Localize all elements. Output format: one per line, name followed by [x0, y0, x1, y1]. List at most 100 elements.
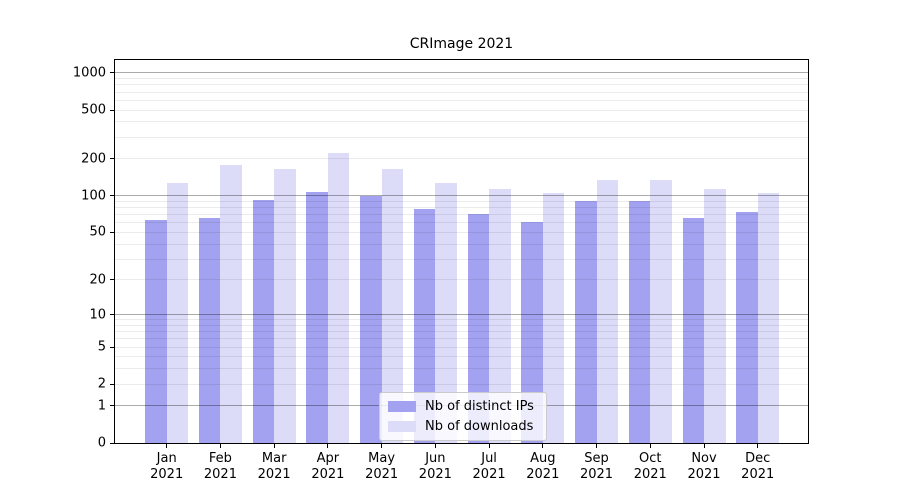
- legend-label-distinct-ips: Nb of distinct IPs: [425, 399, 534, 414]
- y-tick-label-2: 2: [97, 376, 106, 392]
- gridline-minor-7: [115, 331, 808, 333]
- gridline-minor-4: [115, 356, 808, 358]
- x-tickmark-jan: [166, 444, 168, 448]
- x-tick-month: Aug: [530, 451, 556, 466]
- bar-downloads-jun: [435, 182, 457, 443]
- gridline-minor-5: [115, 346, 808, 348]
- gridline-minor-600: [115, 99, 808, 101]
- x-tick-label-aug: Aug 2021: [526, 451, 559, 483]
- x-tick-month: Jan: [156, 451, 177, 466]
- x-tick-label-dec: Dec 2021: [741, 451, 774, 483]
- plot-area: 0 1 2 5 10 20 50 100 200 500 1000 Jan 2021 Feb 2021 Mar…: [73, 59, 809, 482]
- legend-item-distinct-ips: Nb of distinct IPs: [388, 399, 538, 414]
- bar-ips-may: [360, 196, 382, 443]
- gridline-minor-30: [115, 258, 808, 260]
- x-tick-year: 2021: [203, 466, 237, 482]
- y-tickmark-200: [110, 158, 114, 160]
- y-tickmark-2: [110, 383, 114, 385]
- y-tick-label-100: 100: [81, 188, 106, 204]
- x-tick-label-jan: Jan 2021: [150, 451, 183, 483]
- x-tickmark-aug: [542, 444, 544, 448]
- x-tick-label-apr: Apr 2021: [311, 451, 344, 483]
- y-tick-label-1000: 1000: [72, 65, 106, 81]
- x-tick-month: Apr: [316, 451, 340, 466]
- y-tickmark-20: [110, 279, 114, 281]
- bar-ips-sep: [575, 200, 597, 443]
- y-tick-label-50: 50: [89, 224, 106, 240]
- gridline-major-10: [115, 314, 808, 316]
- gridline-minor-8: [115, 324, 808, 326]
- x-tickmark-feb: [219, 444, 221, 448]
- gridline-minor-60: [115, 222, 808, 224]
- x-tick-year: 2021: [526, 466, 560, 482]
- x-tick-year: 2021: [633, 466, 667, 482]
- bar-downloads-sep: [596, 180, 619, 443]
- gridline-minor-800: [115, 84, 808, 86]
- gridline-minor-70: [115, 214, 808, 216]
- bar-ips-oct: [628, 200, 651, 443]
- x-tickmark-nov: [703, 444, 705, 448]
- y-tick-label-200: 200: [81, 151, 106, 167]
- x-tickmark-jun: [434, 444, 436, 448]
- bar-ips-jan: [145, 220, 167, 443]
- x-tick-year: 2021: [579, 466, 614, 482]
- y-tickmark-10: [110, 314, 114, 316]
- legend-item-downloads: Nb of downloads: [388, 419, 538, 434]
- y-tick-label-0: 0: [97, 435, 106, 451]
- x-tick-year: 2021: [365, 466, 399, 482]
- bar-downloads-dec: [757, 192, 780, 443]
- x-tick-year: 2021: [418, 466, 452, 482]
- x-tick-month: Mar: [261, 451, 287, 466]
- y-tickmark-1: [110, 405, 114, 407]
- bar-downloads-nov: [704, 188, 726, 443]
- x-tick-label-sep: Sep 2021: [580, 451, 613, 483]
- gridline-minor-2: [115, 383, 808, 385]
- gridline-minor-6: [115, 338, 808, 340]
- y-tickmark-500: [110, 109, 114, 111]
- y-tick-label-5: 5: [97, 339, 106, 355]
- gridline-minor-200: [115, 158, 808, 160]
- y-tickmark-50: [110, 231, 114, 233]
- x-tickmark-mar: [273, 444, 275, 448]
- y-tickmark-0: [110, 442, 114, 444]
- bar-ips-apr: [306, 191, 328, 443]
- y-tick-label-10: 10: [89, 307, 106, 323]
- legend: Nb of distinct IPs Nb of downloads: [379, 392, 547, 441]
- x-tick-month: Feb: [208, 451, 232, 466]
- bar-ips-mar: [252, 200, 275, 443]
- legend-label-downloads: Nb of downloads: [425, 419, 534, 434]
- gridline-minor-900: [115, 78, 808, 80]
- y-tickmark-5: [110, 346, 114, 348]
- gridline-minor-300: [115, 136, 808, 138]
- y-tick-label-500: 500: [81, 102, 106, 118]
- x-tick-month: Oct: [639, 451, 662, 466]
- x-tick-year: 2021: [150, 466, 184, 482]
- bar-downloads-aug: [542, 192, 565, 443]
- x-tick-label-oct: Oct 2021: [634, 451, 667, 483]
- x-tick-label-jul: Jul 2021: [473, 451, 506, 483]
- x-tickmark-dec: [757, 444, 759, 448]
- gridline-minor-50: [115, 231, 808, 233]
- legend-swatch-distinct-ips: [388, 401, 416, 412]
- x-tick-year: 2021: [472, 466, 506, 482]
- y-tick-label-20: 20: [89, 272, 106, 288]
- x-tickmark-may: [381, 444, 383, 448]
- gridline-minor-3: [115, 368, 808, 370]
- bar-downloads-apr: [327, 152, 350, 443]
- x-tick-year: 2021: [687, 466, 721, 482]
- x-tickmark-sep: [596, 444, 598, 448]
- legend-swatch-downloads: [388, 421, 416, 432]
- bar-ips-feb: [198, 217, 221, 443]
- gridline-minor-20: [115, 279, 808, 281]
- x-tick-month: Sep: [584, 451, 609, 466]
- x-tick-year: 2021: [257, 466, 291, 482]
- gridline-minor-500: [115, 109, 808, 111]
- gridline-major-100: [115, 195, 808, 197]
- bar-downloads-feb: [220, 165, 242, 443]
- gridline-minor-400: [115, 121, 808, 123]
- bar-downloads-jan: [166, 182, 189, 443]
- bar-ips-jun: [413, 208, 436, 443]
- x-tick-label-may: May 2021: [365, 451, 398, 483]
- gridline-minor-80: [115, 207, 808, 209]
